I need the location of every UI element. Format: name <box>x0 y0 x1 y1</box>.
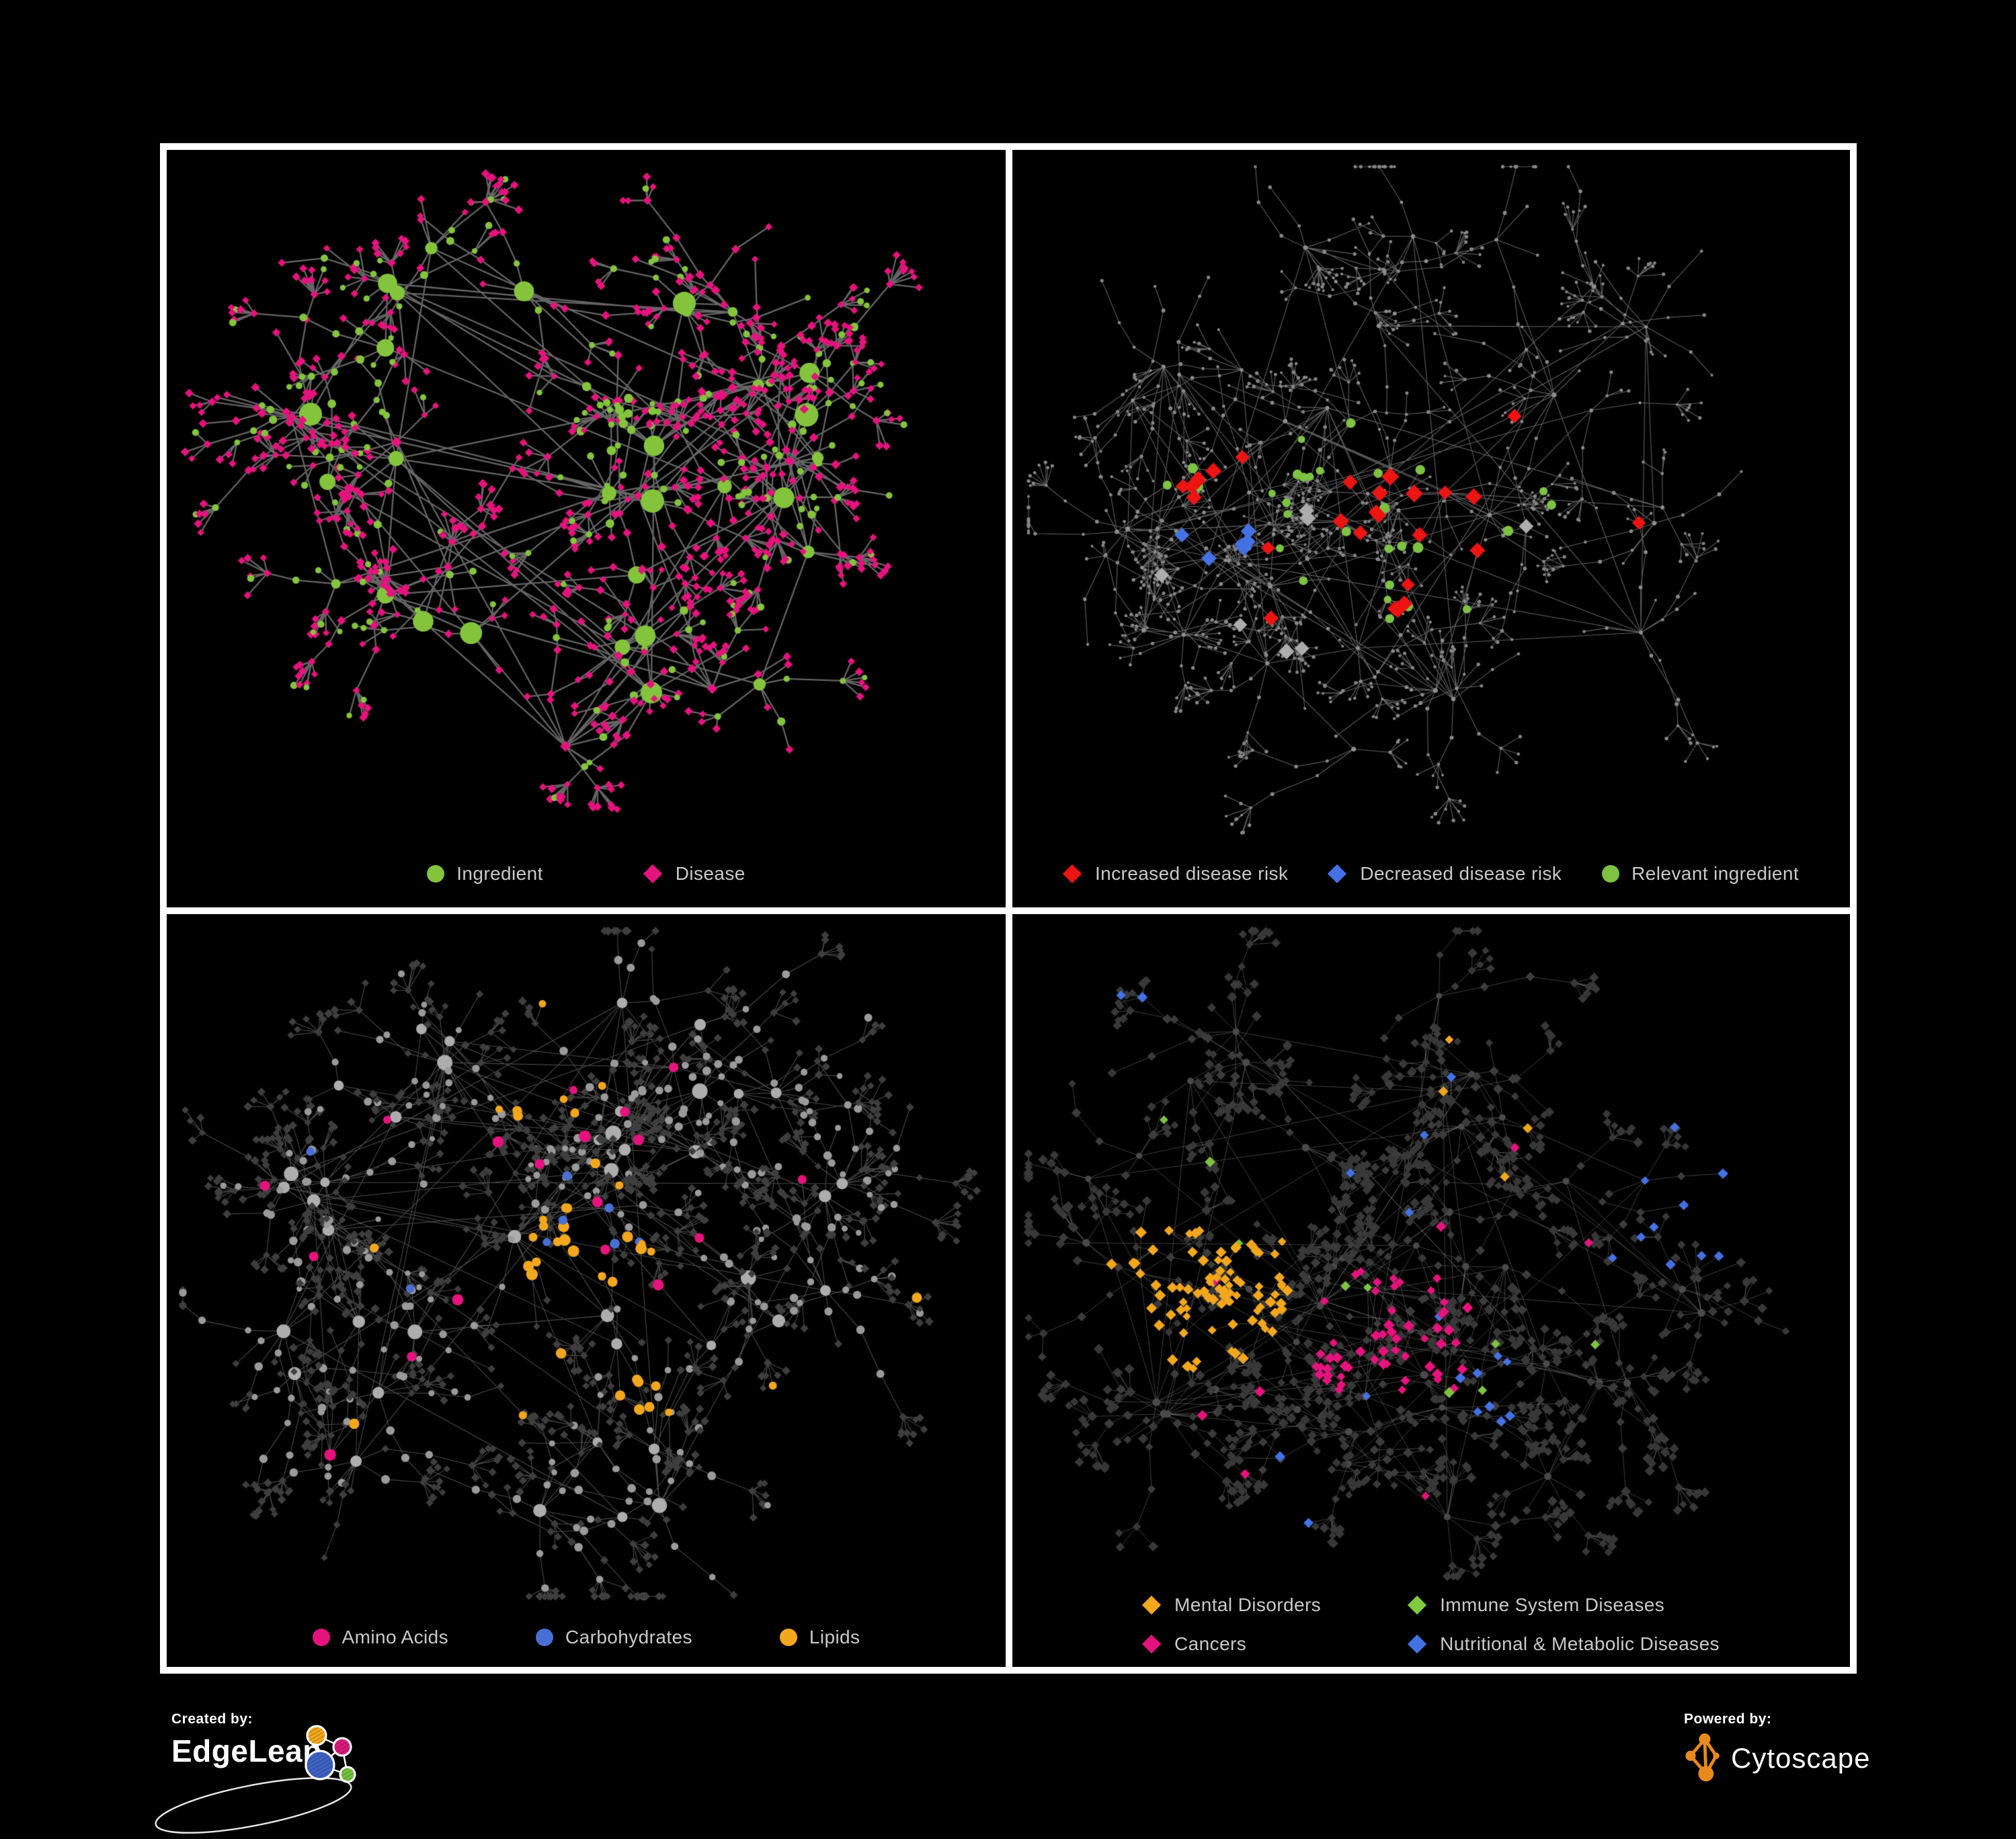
edgeleap-lockup: EdgeLeap <box>155 1725 356 1834</box>
panel-nutrient-classes: Amino Acids Carbohydrates Lipids <box>167 914 1006 1667</box>
cytoscape-name: Cytoscape <box>1731 1742 1871 1774</box>
powered-by-block: Powered by: Cytoscape <box>1684 1711 1870 1785</box>
network-canvas-disease-classes <box>1012 914 1850 1667</box>
increased-risk-diamond-icon <box>1062 864 1082 884</box>
legend-item: Ingredient <box>427 863 543 885</box>
panel-disease-classes: Mental Disorders Immune System Diseases … <box>1012 914 1850 1667</box>
legend-label: Decreased disease risk <box>1360 863 1562 884</box>
disease-diamond-icon <box>643 864 662 884</box>
legend-label: Increased disease risk <box>1094 863 1289 884</box>
edgeleap-name: EdgeLeap <box>171 1733 322 1768</box>
ingredient-circle-icon <box>427 865 445 883</box>
relevant-ingredient-circle-icon <box>1602 865 1620 883</box>
created-by-label: Created by: <box>171 1711 253 1727</box>
legend-item: Relevant ingredient <box>1602 863 1799 885</box>
decreased-risk-diamond-icon <box>1328 864 1347 884</box>
legend-label: Lipids <box>809 1627 860 1647</box>
cytoscape-lockup: Cytoscape <box>1684 1731 1870 1785</box>
legend-item: Immune System Diseases <box>1407 1594 1720 1616</box>
network-canvas-ingredient-disease <box>167 150 1006 907</box>
carbohydrates-circle-icon <box>536 1629 554 1646</box>
legend-item: Mental Disorders <box>1141 1594 1322 1616</box>
legend-label: Nutritional & Metabolic Diseases <box>1440 1633 1720 1654</box>
legend-item: Carbohydrates <box>536 1627 692 1648</box>
lipids-circle-icon <box>779 1629 797 1646</box>
legend-item: Amino Acids <box>312 1627 449 1648</box>
legend-item: Disease <box>643 863 745 885</box>
metabolic-diseases-diamond-icon <box>1407 1634 1427 1654</box>
legend-label: Relevant ingredient <box>1631 863 1800 884</box>
legend-label: Ingredient <box>456 863 543 884</box>
panel-ingredient-disease: Ingredient Disease <box>167 150 1006 907</box>
legend-disease-risk: Increased disease risk Decreased disease… <box>1012 863 1850 885</box>
powered-by-label: Powered by: <box>1684 1711 1772 1727</box>
network-canvas-nutrient-classes <box>167 914 1006 1667</box>
legend-item: Increased disease risk <box>1062 863 1289 885</box>
amino-acids-circle-icon <box>312 1629 330 1646</box>
cytoscape-logo-icon <box>1685 1733 1720 1782</box>
legend-label: Mental Disorders <box>1174 1594 1322 1615</box>
created-by-block: Created by: EdgeLeap <box>155 1711 356 1834</box>
legend-label: Carbohydrates <box>565 1627 692 1647</box>
legend-disease-classes: Mental Disorders Immune System Diseases … <box>1012 1594 1850 1655</box>
edgeleap-logo-icon <box>305 1725 356 1783</box>
mental-disorders-diamond-icon <box>1141 1595 1162 1615</box>
legend-item: Decreased disease risk <box>1328 863 1562 885</box>
legend-item: Cancers <box>1141 1633 1321 1655</box>
immune-diseases-diamond-icon <box>1407 1595 1427 1615</box>
legend-label: Amino Acids <box>341 1627 449 1647</box>
network-grid: Ingredient Disease Increased disease ris… <box>160 143 1857 1674</box>
legend-label: Cancers <box>1174 1633 1247 1654</box>
panel-disease-risk: Increased disease risk Decreased disease… <box>1012 150 1850 907</box>
legend-label: Immune System Diseases <box>1440 1594 1665 1615</box>
legend-nutrient-classes: Amino Acids Carbohydrates Lipids <box>167 1627 1006 1648</box>
legend-ingredient-disease: Ingredient Disease <box>167 863 1006 885</box>
legend-item: Lipids <box>779 1627 860 1648</box>
cancers-diamond-icon <box>1141 1634 1162 1654</box>
legend-item: Nutritional & Metabolic Diseases <box>1407 1633 1720 1655</box>
network-canvas-disease-risk <box>1012 150 1850 907</box>
legend-label: Disease <box>675 863 745 884</box>
